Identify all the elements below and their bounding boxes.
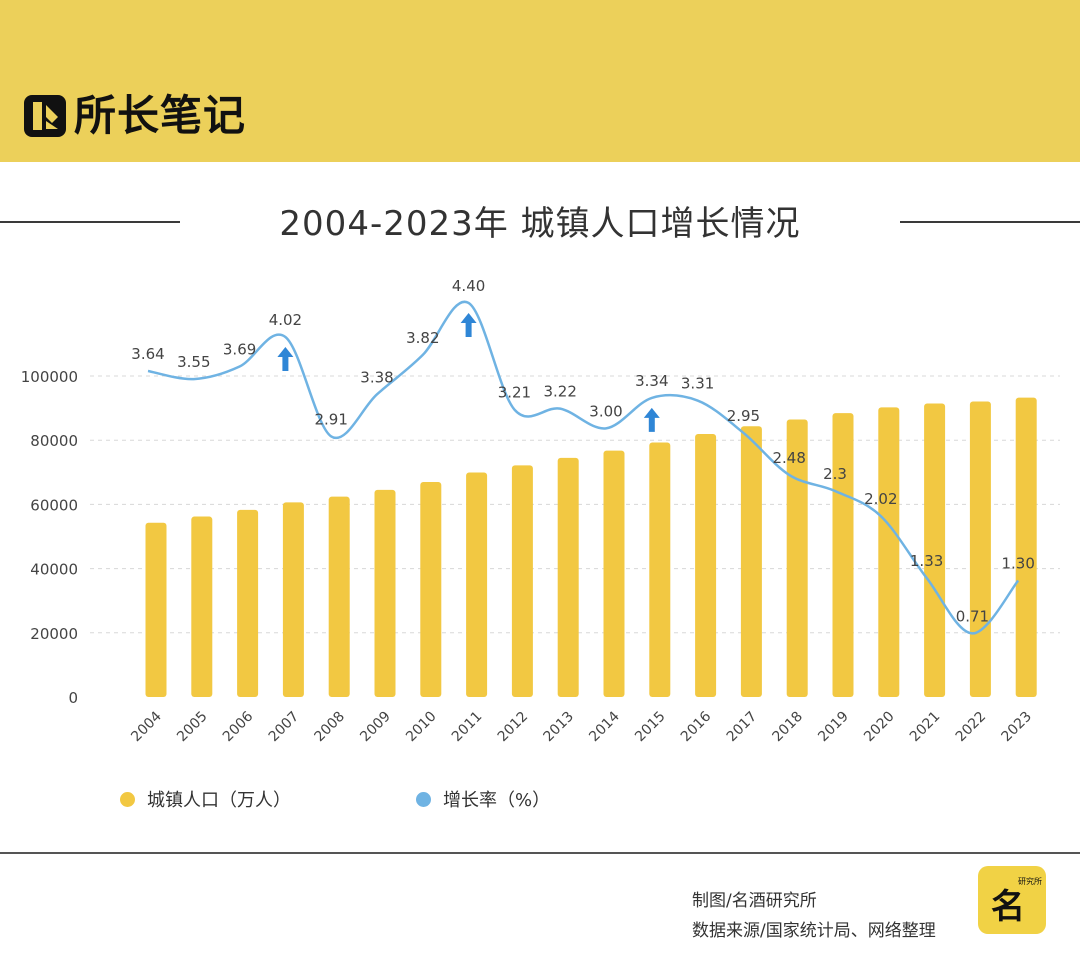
bar-2014 — [603, 450, 625, 697]
svg-text:研究所: 研究所 — [1018, 876, 1042, 886]
x-tick-label: 2012 — [495, 709, 532, 746]
footer-rule — [0, 852, 1080, 854]
brand-name: 所长笔记 — [74, 91, 247, 140]
growth-label-2017: 2.95 — [727, 407, 760, 425]
x-tick-label: 2014 — [586, 708, 623, 745]
brand-logo: 所长笔记 — [22, 92, 246, 140]
y-tick-label: 80000 — [30, 432, 78, 450]
research-seal-logo: 名 研究所 — [978, 866, 1046, 934]
growth-label-2018: 2.48 — [772, 449, 805, 467]
bar-2010 — [420, 482, 442, 697]
x-tick-label: 2013 — [541, 709, 578, 746]
x-tick-label: 2016 — [678, 708, 715, 745]
bar-2018 — [786, 419, 808, 697]
growth-label-2006: 3.69 — [223, 341, 256, 359]
x-tick-label: 2017 — [724, 709, 761, 746]
x-tick-label: 2023 — [999, 709, 1036, 746]
header-banner: 所长笔记 — [0, 0, 1080, 162]
x-tick-label: 2011 — [449, 709, 486, 746]
brand-logo-icon — [24, 95, 66, 137]
bar-2005 — [191, 516, 213, 697]
x-tick-label: 2006 — [220, 708, 257, 745]
growth-label-2010: 3.82 — [406, 329, 439, 347]
y-tick-label: 100000 — [21, 368, 78, 386]
bar-2013 — [557, 457, 579, 697]
growth-label-2015: 3.34 — [635, 372, 668, 390]
legend-item-population: 城镇人口（万人） — [120, 786, 291, 812]
bar-2007 — [282, 502, 304, 697]
bar-2020 — [878, 407, 900, 697]
growth-label-2012: 3.21 — [498, 384, 531, 402]
x-tick-label: 2020 — [861, 709, 898, 746]
growth-label-2008: 2.91 — [314, 410, 347, 428]
bar-2012 — [511, 465, 533, 697]
growth-label-2013: 3.22 — [543, 383, 576, 401]
growth-label-2009: 3.38 — [360, 368, 393, 386]
x-tick-label: 2021 — [907, 709, 944, 746]
growth-label-2021: 1.33 — [910, 552, 943, 570]
bar-2011 — [466, 472, 488, 697]
growth-label-2022: 0.71 — [956, 607, 989, 625]
growth-label-2014: 3.00 — [589, 402, 622, 420]
up-arrow-icon — [460, 312, 477, 337]
chart-title: 2004-2023年 城镇人口增长情况 — [279, 204, 801, 244]
bar-2016 — [695, 434, 717, 697]
growth-label-2011: 4.40 — [452, 280, 485, 295]
x-tick-label: 2019 — [815, 709, 852, 746]
up-arrow-icon — [277, 346, 294, 371]
legend-item-growth: 增长率（%） — [416, 786, 550, 812]
seal-icon: 名 研究所 — [991, 876, 1042, 927]
bar-2006 — [237, 509, 259, 697]
legend-label-growth: 增长率（%） — [443, 790, 551, 811]
x-tick-label: 2018 — [770, 709, 807, 746]
bar-2009 — [374, 489, 396, 697]
legend-label-population: 城镇人口（万人） — [147, 790, 291, 811]
svg-text:名: 名 — [991, 887, 1025, 927]
x-tick-label: 2010 — [403, 709, 440, 746]
x-tick-label: 2007 — [266, 709, 303, 746]
bar-2021 — [924, 403, 946, 697]
x-tick-label: 2022 — [953, 709, 990, 746]
x-tick-label: 2009 — [357, 709, 394, 746]
growth-rate-line — [147, 300, 1020, 635]
bar-2019 — [832, 413, 854, 697]
up-arrow-icon — [643, 407, 660, 432]
bar-2004 — [145, 522, 167, 697]
bar-2022 — [969, 401, 991, 697]
x-tick-label: 2008 — [312, 709, 349, 746]
bar-2015 — [649, 442, 671, 697]
title-rule-left — [0, 221, 180, 223]
y-tick-label: 20000 — [30, 625, 78, 643]
growth-label-2004: 3.64 — [131, 345, 164, 363]
x-tick-label: 2005 — [174, 709, 211, 746]
bar-2017 — [740, 426, 762, 697]
growth-label-2020: 2.02 — [864, 490, 897, 508]
source-text: 数据来源/国家统计局、网络整理 — [692, 921, 936, 941]
credit-text: 制图/名酒研究所 — [692, 891, 817, 911]
growth-label-2007: 4.02 — [269, 311, 302, 329]
y-tick-label: 40000 — [30, 561, 78, 579]
x-tick-label: 2004 — [128, 708, 165, 745]
title-rule-right — [900, 221, 1080, 223]
y-tick-label: 60000 — [30, 496, 78, 514]
bar-2008 — [328, 496, 350, 697]
x-tick-label: 2015 — [632, 709, 669, 746]
growth-label-2005: 3.55 — [177, 353, 210, 371]
bar-2023 — [1015, 397, 1037, 697]
legend-swatch-population — [120, 791, 135, 807]
legend-swatch-growth — [416, 791, 431, 807]
growth-label-2016: 3.31 — [681, 375, 714, 393]
growth-label-2023: 1.30 — [1001, 555, 1034, 573]
y-tick-label: 0 — [68, 689, 78, 707]
growth-label-2019: 2.3 — [823, 465, 847, 483]
